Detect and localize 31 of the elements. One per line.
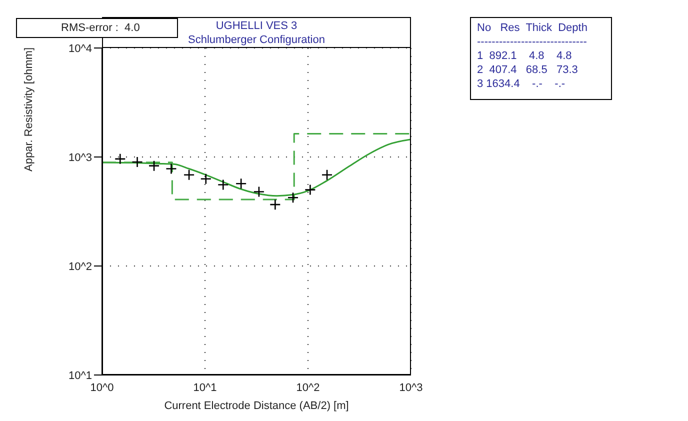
point <box>114 153 126 165</box>
point <box>287 192 299 204</box>
x-tick-label: 10^1 <box>193 382 217 394</box>
point <box>217 179 229 190</box>
point <box>200 173 212 185</box>
point <box>148 160 160 172</box>
chart-subtitle: Schlumberger Configuration <box>187 33 326 47</box>
point <box>321 169 333 181</box>
point <box>270 198 281 210</box>
x-tick-label: 10^3 <box>399 382 423 394</box>
y-tick-label: 10^1 <box>68 370 92 382</box>
x-tick-label: 10^0 <box>90 382 114 394</box>
point <box>183 169 195 181</box>
y-tick-label: 10^2 <box>68 260 92 273</box>
text: 2 407.4 68.5 73.3 <box>477 63 579 77</box>
y-axis-title: Appar. Resistivity [ohmm] <box>22 47 35 172</box>
y-tick-label: 10^4 <box>68 42 92 55</box>
text: 3 1634.4 -.- -.- <box>477 77 566 91</box>
x-axis-title: Current Electrode Distance (AB/2) [m] <box>164 400 349 412</box>
x-tick-label: 10^2 <box>296 382 320 394</box>
point <box>166 163 177 174</box>
point <box>304 184 316 196</box>
y-tick-label: 10^3 <box>68 152 92 164</box>
text: 1 892.1 4.8 4.8 <box>477 49 573 63</box>
point <box>253 186 265 198</box>
point <box>132 156 143 168</box>
text: No Res Thick Depth <box>477 21 588 35</box>
point <box>235 178 247 190</box>
chart-title: UGHELLI VES 3 <box>216 20 298 32</box>
text: RMS-error : 4.0 <box>16 18 178 38</box>
text: ------------------------------ <box>477 35 588 49</box>
